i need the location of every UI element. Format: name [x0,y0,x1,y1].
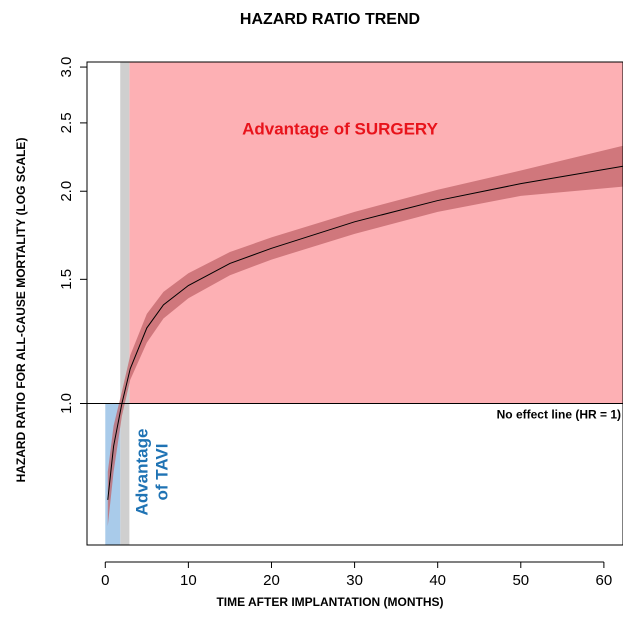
x-tick-label: 50 [512,572,529,589]
y-tick-label: 3.0 [58,57,75,78]
x-tick-label: 40 [429,572,446,589]
chart-title: HAZARD RATIO TREND [240,11,420,28]
region-label: of TAVI [152,444,171,501]
region-label: Advantage of SURGERY [242,119,439,138]
reference-label: No effect line (HR = 1) [497,408,621,422]
y-tick-label: 2.5 [58,112,75,133]
y-tick-label: 1.0 [58,393,75,414]
shaded-region [129,62,623,404]
y-axis-label: HAZARD RATIO FOR ALL-CAUSE MORTALITY (LO… [14,138,28,483]
x-tick-label: 0 [101,572,109,589]
x-tick-label: 10 [180,572,197,589]
y-tick-label: 1.5 [58,269,75,290]
plot-frame [86,61,623,546]
x-tick-label: 20 [263,572,280,589]
hazard-line [107,165,623,500]
x-tick-label: 60 [596,572,613,589]
y-tick-label: 2.0 [58,181,75,202]
x-tick-label: 30 [346,572,363,589]
region-label: Advantage [132,429,151,516]
shaded-region [120,62,130,545]
confidence-band [107,145,623,527]
x-axis-label: TIME AFTER IMPLANTATION (MONTHS) [216,595,443,609]
